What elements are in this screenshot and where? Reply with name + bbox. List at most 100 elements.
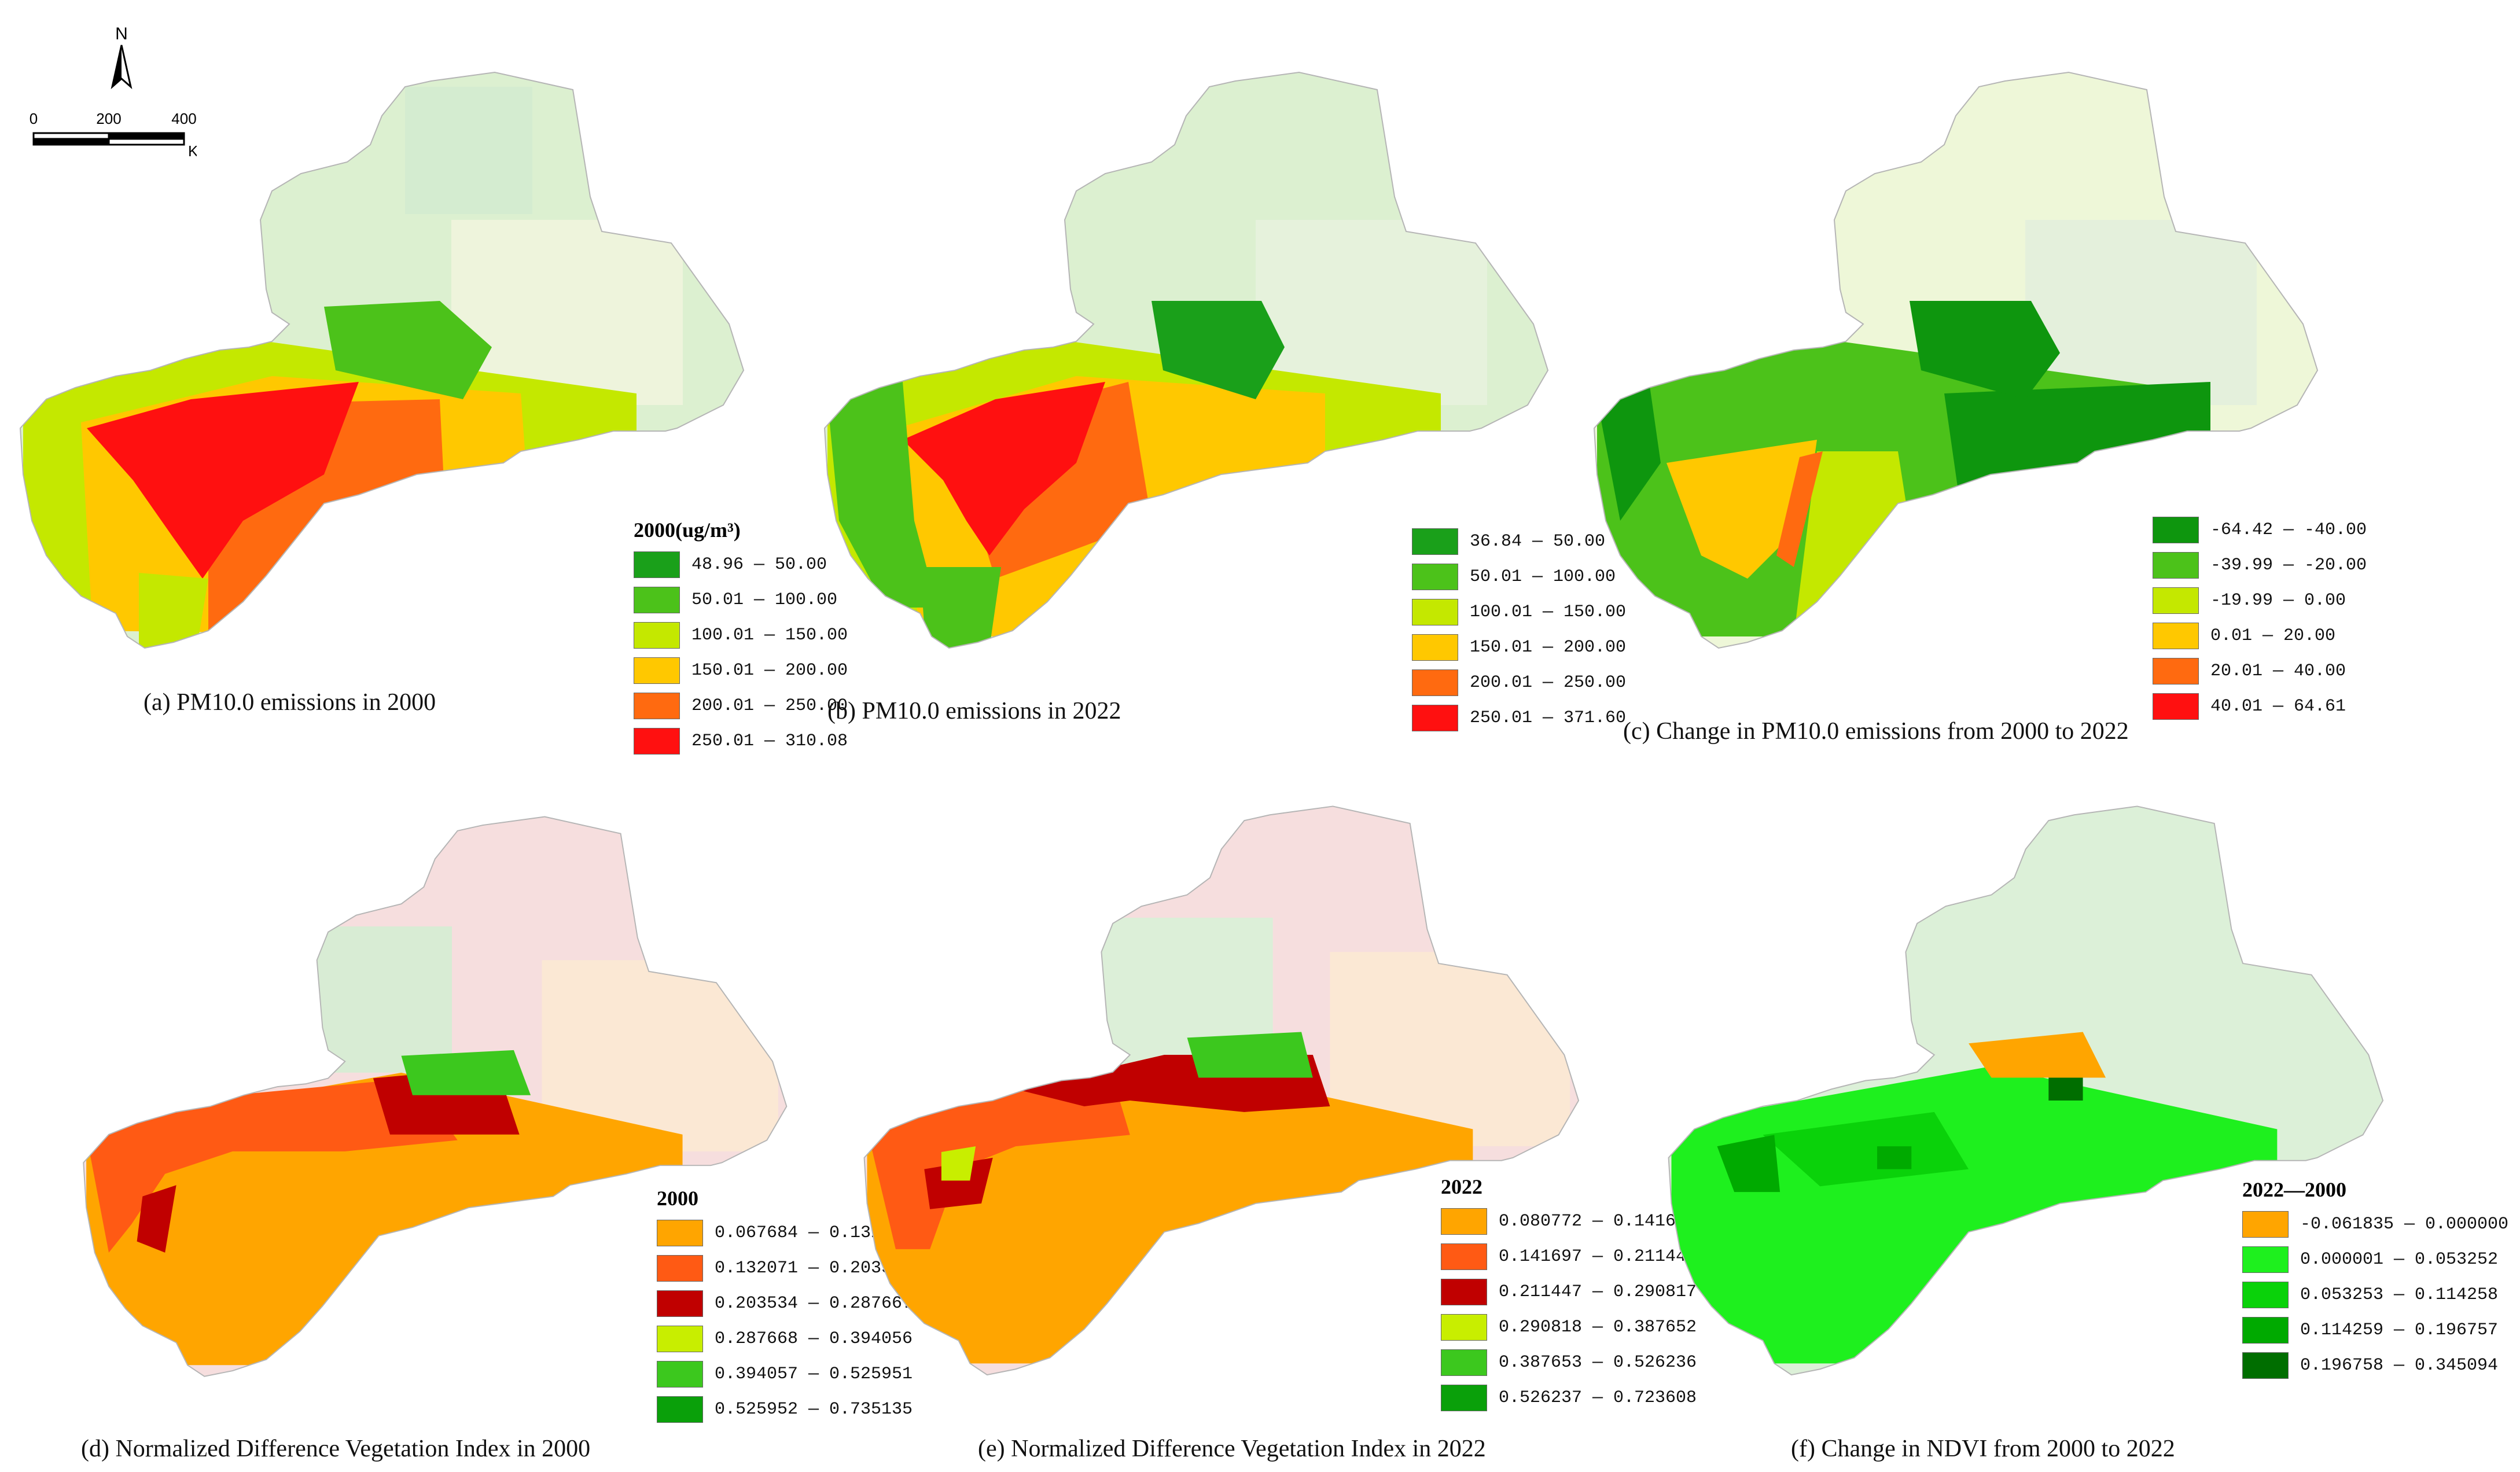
legend-label: 50.01 — 100.00 [1470,566,1616,587]
legend-row: 0.525952 — 0.735135 [657,1392,913,1427]
legend-swatch [2242,1246,2289,1273]
legend-row: 200.01 — 250.00 [1412,665,1626,700]
legend-row: 0.000001 — 0.053252 [2242,1242,2508,1277]
legend-c: -64.42 — -40.00 -39.99 — -20.00 -19.99 —… [2153,512,2367,724]
legend-swatch [1412,528,1458,555]
legend-swatch [634,657,680,684]
legend-row: 0.394057 — 0.525951 [657,1356,913,1392]
legend-label: 0.203534 — 0.287667 [715,1293,913,1313]
legend-row: 40.01 — 64.61 [2153,689,2367,724]
legend-label: 0.526237 — 0.723608 [1499,1388,1697,1408]
legend-row: 50.01 — 100.00 [634,582,848,617]
legend-row: 0.080772 — 0.141696 [1441,1204,1697,1239]
legend-swatch [2242,1352,2289,1379]
legend-label: 150.01 — 200.00 [1470,637,1627,657]
map-d [83,816,788,1377]
legend-label: 0.053253 — 0.114258 [2300,1285,2499,1305]
legend-row: 250.01 — 371.60 [1412,700,1626,735]
legend-row: -39.99 — -20.00 [2153,547,2367,583]
caption-c: (c) Change in PM10.0 emissions from 2000… [1623,718,2129,745]
legend-swatch [1441,1208,1487,1235]
caption-d: (d) Normalized Difference Vegetation Ind… [81,1436,591,1462]
legend-swatch [2242,1281,2289,1308]
legend-swatch [657,1396,703,1423]
panel-f: (f) Change in NDVI from 2000 to 2022 202… [1643,735,2511,1472]
caption-b: (b) PM10.0 emissions in 2022 [827,698,1121,724]
legend-row: 250.01 — 310.08 [634,723,848,759]
legend-row: -19.99 — 0.00 [2153,583,2367,618]
legend-label: 36.84 — 50.00 [1470,531,1606,551]
legend-row: 0.01 — 20.00 [2153,618,2367,653]
panel-c: (c) Change in PM10.0 emissions from 2000… [1574,0,2500,746]
legend-swatch [2153,587,2199,614]
legend-row: 50.01 — 100.00 [1412,559,1626,594]
legend-row: 0.287668 — 0.394056 [657,1321,913,1356]
legend-swatch [2153,657,2199,685]
legend-row: 100.01 — 150.00 [634,617,848,653]
legend-row: 0.141697 — 0.211446 [1441,1239,1697,1274]
legend-row: 0.211447 — 0.290817 [1441,1274,1697,1309]
legend-swatch [1412,563,1458,590]
legend-swatch [657,1219,703,1246]
legend-row: 0.387653 — 0.526236 [1441,1345,1697,1380]
legend-title-f: 2022—2000 [2242,1178,2346,1201]
legend-label: 0.141697 — 0.211446 [1499,1246,1697,1267]
legend-label: 100.01 — 150.00 [1470,602,1627,622]
legend-row: 0.053253 — 0.114258 [2242,1277,2508,1312]
legend-row: 0.203534 — 0.287667 [657,1286,913,1321]
caption-a: (a) PM10.0 emissions in 2000 [144,689,436,716]
legend-label: 0.196758 — 0.345094 [2300,1355,2499,1375]
north-arrow: N [104,23,139,93]
scale-tick-0: 0 [30,110,38,127]
legend-title-a: 2000(ug/m³) [634,518,741,542]
map-f [1668,805,2384,1376]
legend-swatch [2153,693,2199,720]
legend-label: 100.01 — 150.00 [691,625,848,645]
legend-swatch [1441,1278,1487,1305]
legend-e: 2022 0.080772 — 0.141696 0.141697 — 0.21… [1441,1175,1697,1415]
legend-label: 200.01 — 250.00 [691,695,848,716]
legend-swatch [657,1360,703,1388]
legend-label: 20.01 — 40.00 [2210,661,2346,681]
legend-swatch [2153,551,2199,579]
legend-label: 0.132071 — 0.203533 [715,1258,913,1278]
legend-label: 48.96 — 50.00 [691,554,827,575]
panel-a: (a) PM10.0 emissions in 2000 2000(ug/m³)… [0,0,848,755]
legend-row: 0.290818 — 0.387652 [1441,1309,1697,1345]
legend-swatch [657,1290,703,1317]
legend-swatch [634,692,680,719]
legend-row: 200.01 — 250.00 [634,688,848,723]
legend-swatch [634,551,680,578]
legend-label: 50.01 — 100.00 [691,590,838,610]
caption-e: (e) Normalized Difference Vegetation Ind… [978,1436,1486,1462]
map-a [20,72,744,649]
legend-label: 0.387653 — 0.526236 [1499,1352,1697,1372]
legend-label: 250.01 — 310.08 [691,731,848,751]
panel-e: (e) Normalized Difference Vegetation Ind… [839,735,1697,1472]
legend-row: -64.42 — -40.00 [2153,512,2367,547]
legend-swatch [1412,598,1458,625]
caption-f: (f) Change in NDVI from 2000 to 2022 [1791,1436,2175,1462]
north-label: N [115,24,128,43]
legend-swatch [2153,622,2199,649]
legend-swatch [1441,1243,1487,1270]
legend-label: 150.01 — 200.00 [691,660,848,680]
legend-title-d: 2000 [657,1187,698,1210]
legend-label: 0.394057 — 0.525951 [715,1364,913,1384]
legend-label: 0.000001 — 0.053252 [2300,1249,2499,1269]
legend-b: 36.84 — 50.00 50.01 — 100.00 100.01 — 15… [1412,524,1626,735]
legend-swatch [1412,669,1458,696]
legend-row: 48.96 — 50.00 [634,547,848,582]
legend-label: 0.287668 — 0.394056 [715,1329,913,1349]
panel-d: (d) Normalized Difference Vegetation Ind… [52,746,913,1472]
scale-tick-400: 400 [171,110,196,127]
legend-row: 36.84 — 50.00 [1412,524,1626,559]
panel-b: (b) PM10.0 emissions in 2022 36.84 — 50.… [804,0,1643,746]
legend-row: 150.01 — 200.00 [634,653,848,688]
legend-label: 0.525952 — 0.735135 [715,1399,913,1419]
legend-label: -19.99 — 0.00 [2210,590,2346,610]
legend-row: 0.114259 — 0.196757 [2242,1312,2508,1348]
scale-tick-200: 200 [96,110,121,127]
legend-label: 0.114259 — 0.196757 [2300,1320,2499,1340]
legend-label: 0.080772 — 0.141696 [1499,1211,1697,1231]
